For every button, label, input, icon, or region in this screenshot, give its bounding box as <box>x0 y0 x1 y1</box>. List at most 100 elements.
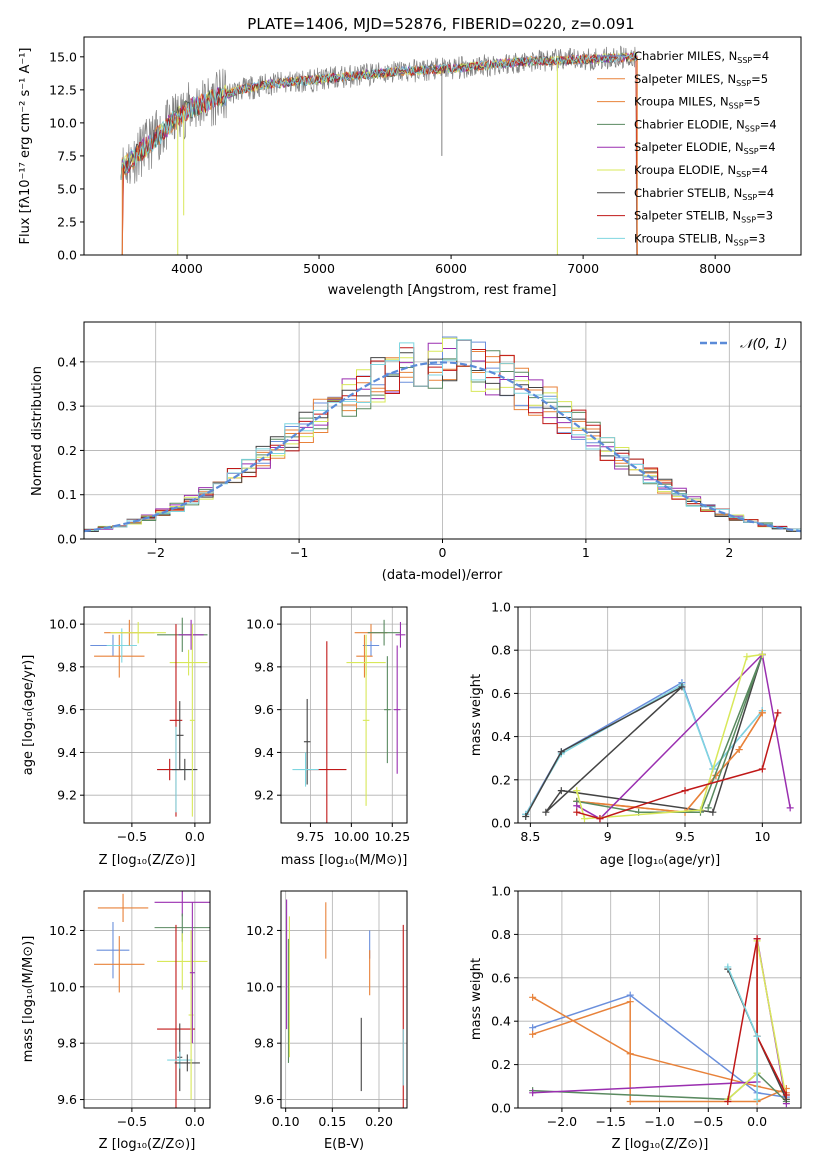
x-tick-label: 0.20 <box>365 1114 393 1129</box>
y-tick-label: 9.6 <box>254 702 274 717</box>
y-tick-label: 9.2 <box>254 788 274 803</box>
mass-weight-marker <box>696 806 704 814</box>
x-tick-label: −1.0 <box>644 1114 674 1129</box>
mass-weight-marker <box>626 991 634 999</box>
mass-weight-marker <box>626 998 634 1006</box>
y-tick-label: 10.0 <box>49 115 77 130</box>
y-tick-label: 0.6 <box>491 686 511 701</box>
weight-vs-age-panel: 8.5 9 9.5 10 0.0 0.2 0.4 0.6 0.8 1.0 age [log₁₀(a… <box>469 600 802 868</box>
mass-weight-marker <box>573 802 581 810</box>
y-tick-label: 0.6 <box>491 970 511 985</box>
x-tick-label: 1 <box>582 545 590 560</box>
mass-weight-marker <box>557 787 565 795</box>
legend-entry-label: Kroupa STELIB, NSSP=3 <box>634 231 765 247</box>
x-tick-label: 0 <box>439 545 447 560</box>
y-tick-label: 1.0 <box>491 884 511 899</box>
legend-entry-label: Chabrier STELIB, NSSP=4 <box>634 186 774 202</box>
x-tick-label: 9 <box>604 829 612 844</box>
legend-entry-label: Salpeter STELIB, NSSP=3 <box>634 209 773 225</box>
mass-weight-marker <box>743 653 751 661</box>
mass-weight-marker <box>724 963 732 971</box>
y-tick-label: 0.2 <box>491 772 511 787</box>
mass-weight-marker <box>678 683 686 691</box>
weight-vs-Z-xlabel: Z [log₁₀(Z/Z⊙)] <box>612 1137 709 1152</box>
x-tick-label: 5000 <box>303 261 335 276</box>
y-tick-label: 9.4 <box>57 745 77 760</box>
age-vs-mass-xlabel: mass [log₁₀(M/M⊙)] <box>281 853 408 868</box>
mass-weight-marker <box>758 709 766 717</box>
y-tick-label: 9.8 <box>254 1036 274 1051</box>
mass-vs-Z-ylabel: mass [log₁₀(M/M⊙)] <box>21 936 36 1063</box>
y-tick-label: 12.5 <box>49 82 77 97</box>
observed-spectrum-line <box>121 45 637 256</box>
weight-vs-age-xlabel: age [log₁₀(age/yr)] <box>600 853 721 868</box>
mass-weight-marker <box>529 1030 537 1038</box>
mass-weight-marker <box>529 993 537 1001</box>
x-tick-label: −2 <box>146 545 164 560</box>
y-tick-label: 9.6 <box>57 1092 77 1107</box>
mass-weight-marker <box>735 746 743 754</box>
y-tick-label: 0.1 <box>57 487 77 502</box>
y-tick-label: 9.2 <box>57 788 77 803</box>
legend-entry-label: Salpeter ELODIE, NSSP=4 <box>634 140 776 156</box>
y-tick-label: 9.8 <box>254 659 274 674</box>
mass-weight-marker <box>573 787 581 795</box>
mass-weight-marker <box>724 1097 732 1105</box>
weight-vs-Z-ylabel: mass weight <box>469 958 484 1040</box>
mass-vs-Z-frame <box>83 890 211 1109</box>
y-tick-label: 0.3 <box>57 399 77 414</box>
age-vs-Z-panel: −0.5 0.09.29.49.69.810.0 Z [log₁₀(Z/Z⊙)] … <box>21 606 211 868</box>
x-tick-label: −1.5 <box>596 1114 626 1129</box>
x-tick-label: 0.0 <box>185 829 205 844</box>
x-tick-label: −2.0 <box>547 1114 577 1129</box>
y-tick-label: 9.8 <box>57 659 77 674</box>
age-vs-mass-panel: 9.75 10.00 10.25 9.2 9.4 9.6 9.8 10.0 mass [log… <box>246 606 410 868</box>
weight-vs-Z-panel: −2.0 −1.5 −1.0 −0.5 0.0 0.0 0.2 0.4 0.6 0.8 1.0 Z … <box>469 884 802 1152</box>
mass-vs-ebv-xlabel: E(B-V) <box>324 1137 364 1152</box>
y-tick-label: 10.0 <box>49 979 77 994</box>
y-tick-label: 0.8 <box>491 927 511 942</box>
x-tick-label: 8000 <box>699 261 731 276</box>
mass-weight-marker <box>758 765 766 773</box>
spectrum-xlabel: wavelength [Angstrom, rest frame] <box>328 283 557 298</box>
residual-legend: 𝒩(0, 1) <box>700 337 787 352</box>
y-tick-label: 0.0 <box>491 816 511 831</box>
mass-weight-marker <box>580 815 588 823</box>
age-vs-mass-frame <box>280 606 408 824</box>
mass-weight-marker <box>573 808 581 816</box>
y-tick-label: 9.4 <box>254 745 274 760</box>
x-tick-label: 0.0 <box>747 1114 767 1129</box>
x-tick-label: −0.5 <box>117 1114 147 1129</box>
y-tick-label: 9.6 <box>57 702 77 717</box>
weight-vs-age-frame <box>517 606 802 824</box>
x-tick-label: 2 <box>725 545 733 560</box>
x-tick-label: 4000 <box>171 261 203 276</box>
legend-entry-label: Kroupa MILES, NSSP=5 <box>634 95 760 111</box>
mass-weight-marker <box>681 787 689 795</box>
y-tick-label: 10.0 <box>49 617 77 632</box>
y-tick-label: 9.6 <box>254 1092 274 1107</box>
mass-weight-marker <box>529 1089 537 1097</box>
mass-weight-marker <box>753 1095 761 1103</box>
age-vs-Z-frame <box>83 606 211 824</box>
y-tick-label: 0.4 <box>491 1014 511 1029</box>
x-tick-label: −0.5 <box>693 1114 723 1129</box>
mass-weight-line <box>576 652 791 820</box>
y-tick-label: 0.0 <box>491 1101 511 1116</box>
mass-weight-line <box>576 654 764 813</box>
y-tick-label: 0.0 <box>57 532 77 547</box>
x-tick-label: 10.25 <box>374 829 410 844</box>
y-tick-label: 9.8 <box>57 1036 77 1051</box>
x-tick-label: 0.0 <box>185 1114 205 1129</box>
mass-weight-marker <box>758 651 766 659</box>
mass-weight-line <box>532 996 787 1094</box>
y-tick-label: 0.2 <box>491 1057 511 1072</box>
x-tick-label: 10 <box>754 829 770 844</box>
mass-weight-marker <box>704 804 712 812</box>
y-tick-label: 0.2 <box>57 443 77 458</box>
legend-entry-label: Salpeter MILES, NSSP=5 <box>634 72 768 88</box>
y-tick-label: 0.0 <box>57 248 77 263</box>
mass-weight-marker <box>774 709 782 717</box>
mass-weight-line <box>727 938 788 1102</box>
mass-weight-marker <box>557 748 565 756</box>
